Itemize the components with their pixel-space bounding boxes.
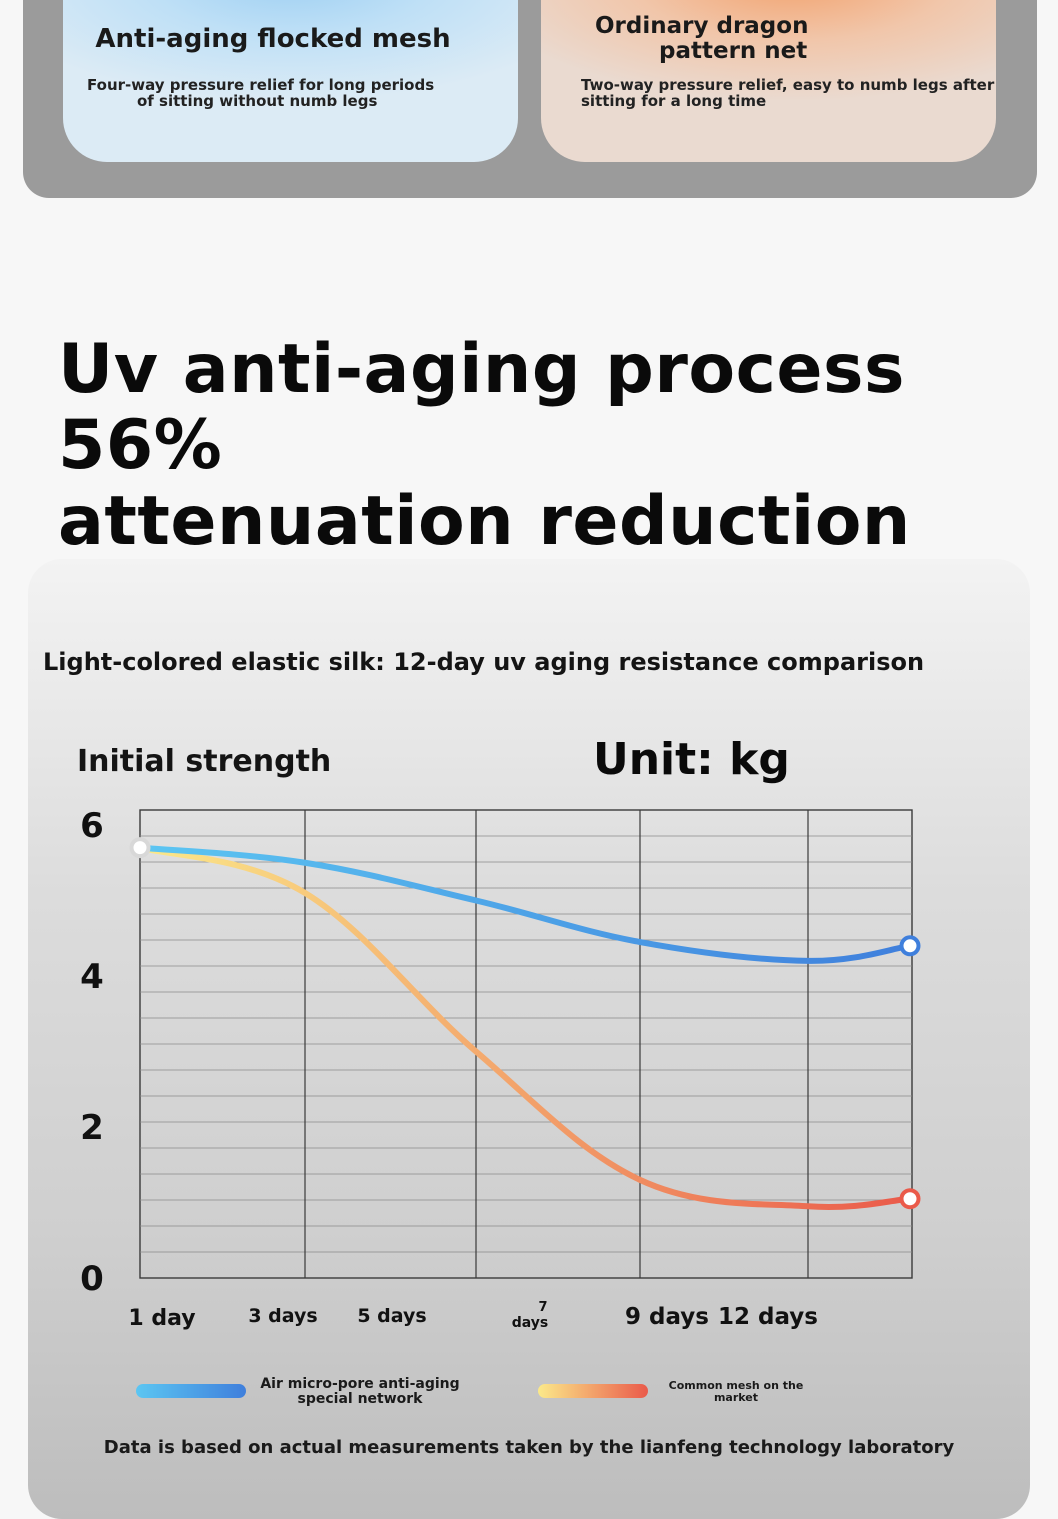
- end-marker-common-mesh: [899, 1188, 921, 1210]
- chart-panel: [28, 559, 1030, 1519]
- flocked-mesh-title: Anti-aging flocked mesh: [95, 24, 451, 54]
- x-tick-label: 1 day: [128, 1306, 195, 1331]
- series-line-common-mesh: [137, 844, 913, 1210]
- series-markers: [129, 837, 921, 1210]
- end-marker-micro-pore: [899, 935, 921, 957]
- headline: Uv anti-aging process 56% attenuation re…: [58, 332, 1038, 560]
- dragon-net-card: Ordinary dragon pattern net Two-way pres…: [541, 0, 996, 162]
- y-axis-title: Initial strength: [77, 744, 332, 779]
- flocked-mesh-desc-line2: of sitting without numb legs: [137, 92, 378, 110]
- x-tick-label: days: [512, 1315, 549, 1331]
- x-tick-label: 5 days: [357, 1305, 426, 1327]
- dragon-net-desc-line1: Two-way pressure relief, easy to numb le…: [581, 76, 995, 94]
- x-tick-label: 7: [538, 1300, 547, 1315]
- headline-line1: Uv anti-aging process 56%: [58, 330, 905, 485]
- y-tick-label: 4: [80, 957, 104, 997]
- headline-line2: attenuation reduction: [58, 482, 911, 561]
- chart-title: Light-colored elastic silk: 12-day uv ag…: [43, 648, 925, 676]
- legend-label-micro-pore: Air micro-pore anti-aging special networ…: [260, 1376, 460, 1407]
- dragon-net-title-line2: pattern net: [659, 38, 808, 64]
- comparison-panel: Anti-aging flocked mesh Four-way pressur…: [23, 0, 1037, 198]
- unit-label: Unit: kg: [593, 734, 790, 785]
- dragon-net-title-line1: Ordinary dragon: [595, 13, 809, 39]
- legend-swatch-common-mesh: [538, 1384, 648, 1398]
- y-tick-label: 2: [80, 1108, 104, 1148]
- legend-swatch-micro-pore: [136, 1384, 246, 1398]
- y-tick-label: 6: [80, 806, 104, 846]
- flocked-mesh-card: Anti-aging flocked mesh Four-way pressur…: [63, 0, 518, 162]
- dragon-net-desc-line2: sitting for a long time: [581, 92, 767, 110]
- x-tick-label: 12 days: [718, 1304, 818, 1330]
- legend-label-common-mesh: Common mesh on the market: [668, 1379, 804, 1404]
- flocked-mesh-desc-line1: Four-way pressure relief for long period…: [87, 76, 435, 94]
- series-lines: [137, 844, 913, 1210]
- start-marker: [129, 837, 151, 859]
- chart-footnote: Data is based on actual measurements tak…: [103, 1437, 955, 1458]
- series-line-micro-pore: [137, 844, 913, 964]
- y-tick-label: 0: [80, 1259, 104, 1299]
- x-tick-label: 9 days: [625, 1304, 709, 1330]
- x-tick-label: 3 days: [248, 1305, 317, 1327]
